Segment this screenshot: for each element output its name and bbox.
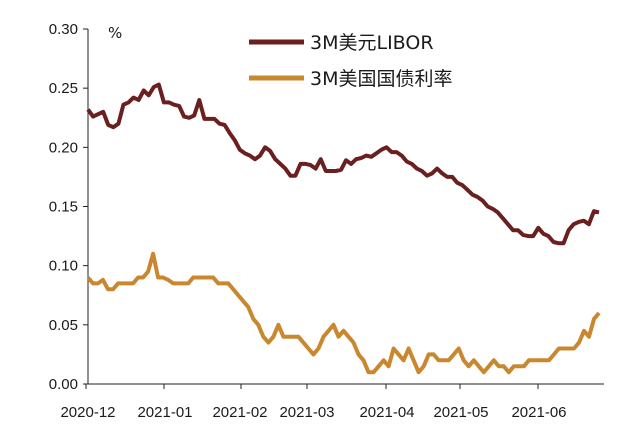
y-tick-label: 0.05 xyxy=(49,317,78,334)
legend-label-1: 3M美国国债利率 xyxy=(310,68,452,90)
x-tick-label: 2021-04 xyxy=(359,404,414,421)
x-tick-label: 2021-01 xyxy=(137,404,192,421)
series-line-0 xyxy=(86,82,600,246)
x-tick-label: 2020-12 xyxy=(60,404,115,421)
unit-label: % xyxy=(108,24,122,42)
y-tick-label: 0.15 xyxy=(49,199,78,216)
series-group xyxy=(86,82,601,375)
y-axis-ticks: 0.00 0.05 0.10 0.15 0.20 0.25 0.30 xyxy=(49,21,88,393)
y-tick-label: 0.00 xyxy=(49,376,78,393)
x-axis-ticks: 2020-12 2021-01 2021-02 2021-03 2021-04 2021-… xyxy=(60,384,567,421)
y-tick-label: 0.30 xyxy=(49,21,78,38)
y-tick-label: 0.20 xyxy=(49,139,78,156)
x-tick-label: 2021-05 xyxy=(433,404,488,421)
x-tick-label: 2021-02 xyxy=(212,404,267,421)
x-tick-label: 2021-06 xyxy=(511,404,566,421)
legend: 3M美元LIBOR 3M美国国债利率 xyxy=(249,32,452,90)
x-tick-label: 2021-03 xyxy=(279,404,334,421)
series-line-1 xyxy=(86,251,601,375)
y-tick-label: 0.10 xyxy=(49,258,78,275)
y-tick-label: 0.25 xyxy=(49,80,78,97)
legend-label-0: 3M美元LIBOR xyxy=(310,32,434,54)
